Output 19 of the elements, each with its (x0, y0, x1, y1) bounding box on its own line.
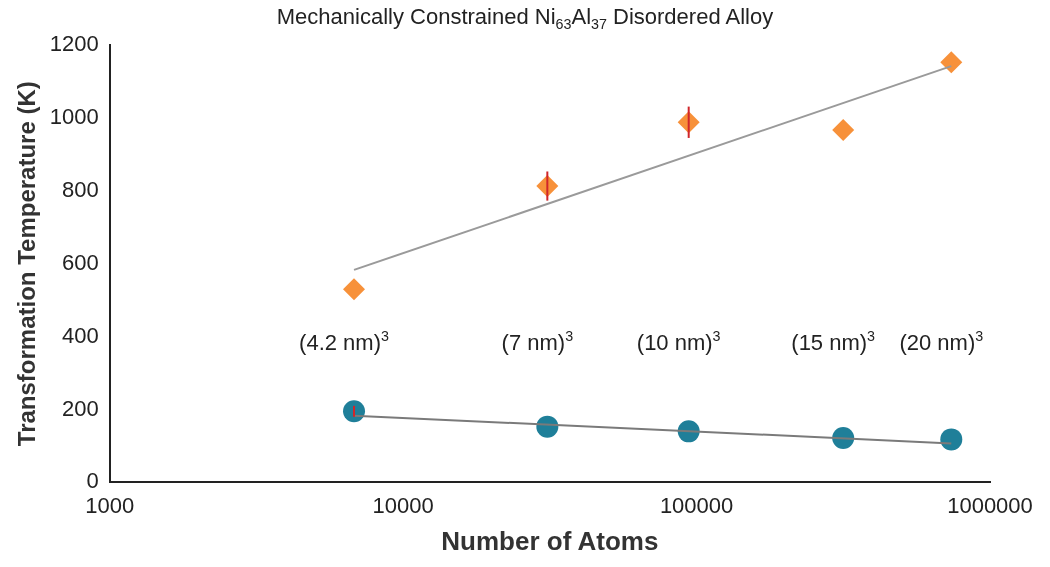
annotation: (10 nm)$^{3}$ (636, 328, 721, 357)
y-tick-label: 1200 (49, 31, 99, 57)
x-tick-label: 1000 (85, 492, 135, 518)
y-tick-label: 600 (62, 249, 99, 275)
y-tick-label: 800 (62, 176, 99, 202)
x-tick-label: 100000 (659, 492, 734, 518)
y-tick-label: 200 (62, 395, 99, 421)
y-tick-label: 400 (62, 322, 99, 348)
annotation: (15 nm)$^{3}$ (791, 328, 876, 357)
x-tick-label: 10000 (372, 492, 434, 518)
x-tick-label: 1000000 (947, 492, 1033, 518)
annotation: (20 nm)$^{3}$ (899, 328, 984, 357)
y-tick-label: 1000 (49, 103, 99, 129)
annotation: (4.2 nm)$^{3}$ (299, 328, 389, 357)
x-axis-title: Number of Atoms (441, 525, 659, 556)
y-axis-title: Transformation Temperature (K) (13, 81, 41, 447)
y-tick-label: 0 (86, 468, 99, 494)
chart-title: Mechanically Constrained Ni$_{63}$Al$_{37}$ Disordered Alloy (275, 4, 775, 33)
annotation: (7 nm)$^{3}$ (501, 328, 574, 357)
